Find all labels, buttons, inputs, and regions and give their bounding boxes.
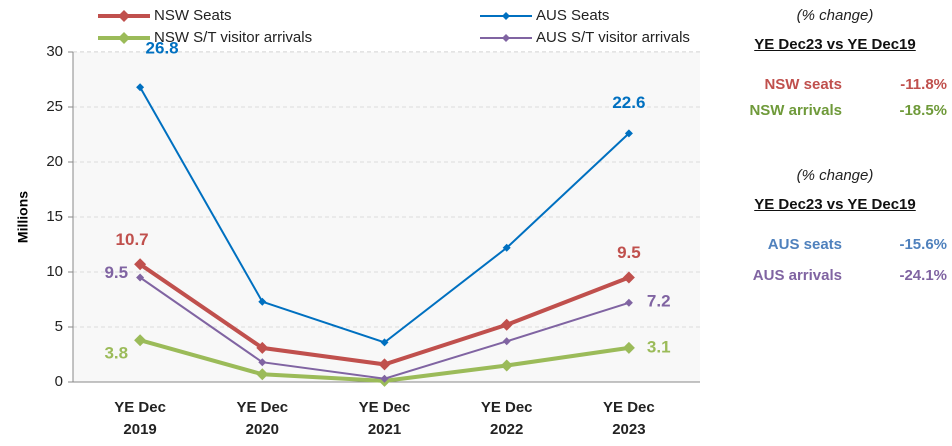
data-label: 9.5	[617, 243, 641, 262]
x-tick-label: YE Dec 2019	[114, 399, 166, 438]
y-tick-label: 30	[46, 43, 63, 60]
data-point	[136, 273, 145, 282]
data-label: 10.7	[116, 230, 149, 249]
data-point	[378, 358, 391, 371]
plot-background	[73, 52, 700, 382]
panel-note: (% change)	[796, 7, 874, 24]
data-point	[622, 341, 635, 354]
data-point	[380, 338, 389, 347]
data-point	[134, 334, 147, 347]
data-label: 7.2	[647, 291, 671, 310]
row-label: NSW seats	[764, 76, 842, 93]
data-label: 26.8	[146, 39, 179, 58]
panel-heading: YE Dec23 vs YE Dec19	[754, 36, 916, 53]
data-point	[136, 83, 145, 92]
data-point	[500, 318, 513, 331]
data-point	[258, 297, 267, 306]
legend-label: NSW Seats	[154, 7, 232, 24]
y-tick-label: 5	[55, 318, 63, 335]
data-label: 9.5	[104, 263, 128, 282]
panel-note: (% change)	[796, 167, 874, 184]
y-tick-label: 25	[46, 98, 63, 115]
legend-label: AUS Seats	[536, 7, 609, 24]
legend-label: AUS S/T visitor arrivals	[536, 29, 690, 46]
data-point	[258, 358, 267, 367]
legend-marker	[118, 32, 130, 44]
data-label: 3.8	[104, 344, 128, 363]
data-point	[502, 243, 511, 252]
row-value: -18.5%	[899, 102, 947, 119]
row-value: -15.6%	[899, 236, 947, 253]
legend-label: NSW S/T visitor arrivals	[154, 29, 312, 46]
panel-heading: YE Dec23 vs YE Dec19	[754, 196, 916, 213]
data-point	[624, 129, 633, 138]
row-label: AUS arrivals	[752, 267, 842, 284]
data-label: 22.6	[612, 93, 645, 112]
y-tick-label: 15	[46, 208, 63, 225]
data-point	[502, 337, 511, 346]
row-label: NSW arrivals	[749, 102, 842, 119]
data-point	[380, 374, 389, 383]
data-point	[256, 341, 269, 354]
legend-marker	[502, 34, 510, 42]
row-label: AUS seats	[767, 236, 842, 253]
legend-marker	[502, 12, 510, 20]
legend-marker	[118, 10, 130, 22]
data-label: 3.1	[647, 337, 671, 356]
data-point	[622, 271, 635, 284]
x-tick-label: YE Dec 2023	[603, 399, 655, 438]
data-point	[134, 258, 147, 271]
row-value: -11.8%	[900, 76, 947, 93]
y-tick-label: 20	[46, 153, 63, 170]
row-value: -24.1%	[899, 267, 947, 284]
y-axis-label: Millions	[15, 191, 31, 243]
x-tick-label: YE Dec 2021	[358, 399, 411, 438]
data-point	[500, 359, 513, 372]
y-tick-label: 0	[55, 373, 63, 390]
x-tick-label: YE Dec 2020	[236, 399, 289, 438]
data-point	[624, 298, 633, 307]
y-tick-label: 10	[46, 263, 63, 280]
data-point	[256, 368, 269, 381]
x-tick-label: YE Dec 2022	[480, 399, 533, 438]
